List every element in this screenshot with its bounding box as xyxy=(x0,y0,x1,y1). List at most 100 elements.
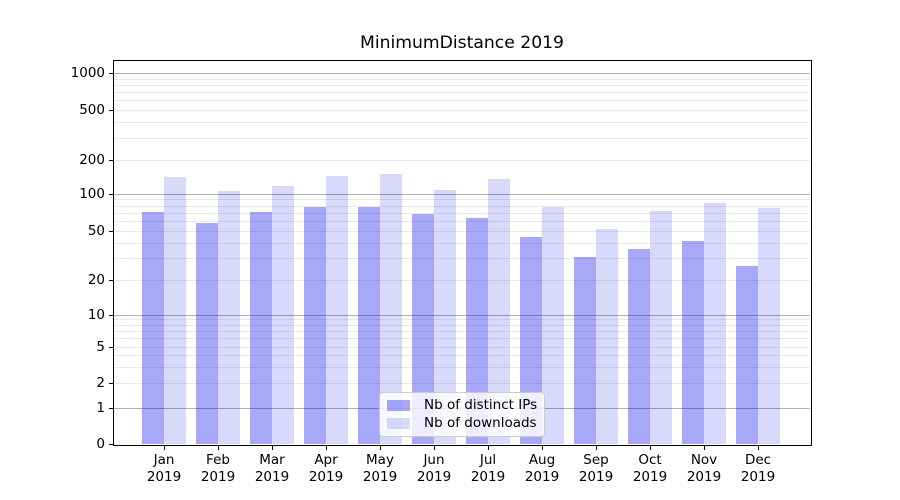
gridline-major xyxy=(114,193,810,195)
bar-downloads xyxy=(650,211,672,445)
gridline-minor xyxy=(114,231,810,232)
x-axis-tick xyxy=(379,445,381,450)
gridline-minor xyxy=(114,242,810,244)
gridline-minor xyxy=(114,122,810,124)
bar-distinct-ips xyxy=(574,256,596,445)
y-axis-tick-label: 5 xyxy=(96,338,105,355)
bar-distinct-ips xyxy=(304,207,326,445)
y-axis-tick-label: 1000 xyxy=(70,65,105,81)
bar-downloads xyxy=(434,189,456,445)
x-axis-tick-label: Nov 2019 xyxy=(686,452,722,485)
bar-downloads xyxy=(596,229,618,445)
y-axis-tick-label: 10 xyxy=(87,306,105,323)
x-axis-tick-label: Sep 2019 xyxy=(578,452,614,485)
y-axis-tick-label: 2 xyxy=(96,375,105,391)
axis-spine-bottom xyxy=(112,444,812,446)
y-axis-tick-label: 50 xyxy=(87,223,105,239)
legend-swatch-downloads xyxy=(386,418,410,429)
gridline-minor xyxy=(114,338,810,340)
gridline-minor xyxy=(114,78,810,80)
y-axis-tick xyxy=(108,279,113,281)
gridline-minor xyxy=(114,319,810,321)
gridline-minor xyxy=(114,92,810,94)
y-axis-tick-label: 200 xyxy=(79,151,105,168)
gridline-minor xyxy=(114,279,810,281)
x-axis-tick xyxy=(757,445,759,450)
y-axis-tick-label: 100 xyxy=(79,185,105,202)
x-axis-tick xyxy=(595,445,597,450)
bar-downloads xyxy=(542,206,564,445)
y-axis-tick xyxy=(108,73,113,74)
bar-downloads xyxy=(326,176,348,445)
x-axis-tick xyxy=(217,445,219,450)
y-axis-tick-label: 20 xyxy=(87,271,105,288)
gridline-minor xyxy=(114,258,810,260)
x-axis-tick-label: Feb 2019 xyxy=(200,452,236,485)
bar-distinct-ips xyxy=(628,248,650,445)
x-axis-tick-label: Apr 2019 xyxy=(308,452,344,485)
x-axis-tick xyxy=(163,445,165,450)
axis-spine-left xyxy=(112,59,114,446)
x-axis-tick-label: May 2019 xyxy=(362,452,398,485)
bar-distinct-ips xyxy=(196,222,218,445)
y-axis-tick-label: 500 xyxy=(79,102,105,118)
gridline-minor xyxy=(114,221,810,223)
gridline-minor xyxy=(114,100,810,102)
gridline-minor xyxy=(114,366,810,368)
x-axis-tick xyxy=(271,445,273,450)
gridline-minor xyxy=(114,159,810,161)
bar-distinct-ips xyxy=(682,240,704,445)
y-axis-tick xyxy=(108,444,113,445)
legend-item-downloads: Nb of downloads xyxy=(386,416,538,430)
x-axis-tick-label: Mar 2019 xyxy=(254,452,290,485)
x-axis-tick-label: Aug 2019 xyxy=(524,452,560,485)
bar-downloads xyxy=(218,190,240,445)
y-axis-tick xyxy=(108,383,113,384)
x-axis-tick-label: Dec 2019 xyxy=(740,452,776,485)
y-axis-tick xyxy=(108,193,113,195)
bar-distinct-ips xyxy=(412,214,434,445)
bar-downloads xyxy=(380,174,402,445)
gridline-minor xyxy=(114,199,810,201)
bar-downloads xyxy=(164,177,186,445)
bar-downloads xyxy=(704,203,726,445)
x-axis-tick-label: Oct 2019 xyxy=(632,452,668,485)
gridline-minor xyxy=(114,330,810,332)
gridline-minor xyxy=(114,383,810,384)
bar-distinct-ips xyxy=(250,211,272,445)
x-axis-tick xyxy=(433,445,435,450)
bar-distinct-ips xyxy=(142,211,164,445)
x-axis-tick xyxy=(649,445,651,450)
gridline-minor xyxy=(114,346,810,348)
y-axis-tick xyxy=(108,314,113,316)
y-axis-tick xyxy=(108,159,113,161)
y-axis-tick xyxy=(108,231,113,232)
y-axis-tick-label: 0 xyxy=(96,436,105,452)
gridline-minor xyxy=(114,324,810,326)
x-axis-tick xyxy=(487,445,489,450)
y-axis-tick xyxy=(108,110,113,111)
x-axis-tick xyxy=(541,445,543,450)
bar-distinct-ips xyxy=(358,207,380,445)
bar-downloads xyxy=(272,185,294,445)
legend-swatch-distinct-ips xyxy=(386,400,410,411)
axis-spine-top xyxy=(112,59,812,61)
bar-distinct-ips xyxy=(736,266,758,445)
x-axis-tick-label: Jun 2019 xyxy=(416,452,452,485)
x-axis-tick xyxy=(703,445,705,450)
y-axis-tick xyxy=(108,346,113,348)
legend-item-distinct-ips: Nb of distinct IPs xyxy=(386,397,538,414)
gridline-minor xyxy=(114,212,810,214)
bar-downloads xyxy=(488,179,510,445)
bar-downloads xyxy=(758,208,780,445)
legend-label-distinct-ips: Nb of distinct IPs xyxy=(424,397,538,414)
y-axis-tick-label: 1 xyxy=(96,399,105,416)
bar-distinct-ips xyxy=(466,218,488,445)
gridline-major xyxy=(114,73,810,74)
chart-title: MinimumDistance 2019 xyxy=(359,33,564,53)
legend: Nb of distinct IPs Nb of downloads xyxy=(378,392,545,437)
gridline-minor xyxy=(114,355,810,357)
x-axis-tick xyxy=(325,445,327,450)
x-axis-tick-label: Jan 2019 xyxy=(146,452,182,485)
